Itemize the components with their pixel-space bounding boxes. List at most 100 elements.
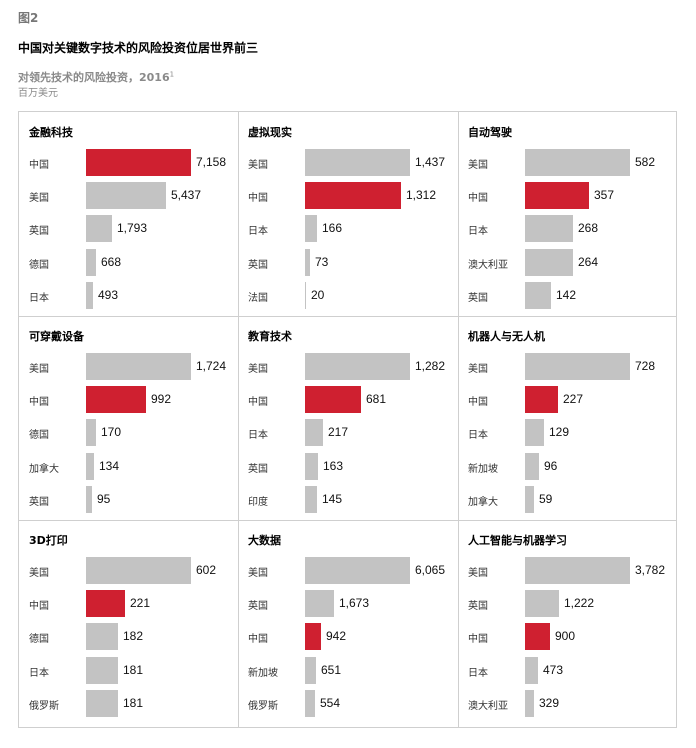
bar-row: 美国 1,282 (238, 353, 458, 380)
data-label: 134 (99, 458, 120, 473)
data-label: 59 (539, 491, 553, 506)
data-label: 1,673 (339, 596, 370, 611)
chart-panel: 大数据 美国 6,065 英国 1,673 中国 942 新加坡 651 俄罗斯 554 (238, 520, 458, 727)
bar-row: 美国 582 (458, 149, 677, 176)
bar (305, 656, 316, 684)
category-label: 美国 (248, 568, 268, 579)
bar-row: 英国 142 (458, 281, 677, 309)
bar-row: 中国 900 (458, 623, 677, 651)
category-label: 英国 (468, 292, 488, 304)
bar (305, 248, 310, 276)
bar-row: 英国 1,222 (458, 590, 677, 618)
category-label: 日本 (468, 430, 488, 442)
category-label: 日本 (468, 667, 488, 679)
data-label: 942 (326, 629, 347, 644)
bar (525, 419, 544, 447)
bar (525, 215, 573, 243)
category-label: 日本 (248, 430, 268, 442)
data-label: 900 (555, 629, 576, 644)
category-label: 美国 (29, 193, 49, 205)
bar-row: 俄罗斯 554 (238, 689, 458, 717)
bar (86, 656, 118, 684)
category-label: 美国 (468, 160, 488, 171)
panel-title: 教育技术 (248, 330, 292, 343)
bar-row: 美国 1,437 (238, 149, 458, 176)
chart-panel: 可穿戴设备 美国 1,724 中国 992 德国 170 加拿大 134 英国 95 (19, 316, 238, 520)
data-label: 1,793 (117, 221, 148, 236)
bar-row: 日本 181 (19, 656, 238, 684)
bar (525, 452, 539, 480)
data-label: 1,312 (406, 188, 437, 203)
category-label: 中国 (29, 160, 49, 171)
category-label: 中国 (468, 193, 488, 205)
bar-row: 加拿大 134 (19, 452, 238, 480)
subtitle-text: 对领先技术的风险投资，2016 (18, 71, 170, 84)
data-label: 181 (123, 662, 144, 677)
category-label: 澳大利亚 (468, 700, 508, 712)
bar-row: 美国 3,782 (458, 557, 677, 584)
data-label: 73 (315, 254, 329, 269)
panel-title: 机器人与无人机 (468, 330, 545, 343)
bar (305, 557, 410, 584)
bar-row: 中国 357 (458, 182, 677, 210)
bar (525, 248, 573, 276)
bar (305, 182, 401, 210)
category-label: 中国 (248, 397, 268, 409)
category-label: 加拿大 (29, 463, 59, 475)
bar (305, 215, 317, 243)
panel-title: 自动驾驶 (468, 126, 512, 139)
bar (525, 386, 558, 414)
bar-row: 中国 221 (19, 590, 238, 618)
data-label: 329 (539, 695, 560, 710)
bar (305, 590, 334, 618)
figure-subtitle: 对领先技术的风险投资，20161 (18, 69, 174, 85)
bar (86, 485, 92, 513)
bar (525, 182, 589, 210)
bar (305, 149, 410, 176)
bar (86, 590, 125, 618)
chart-panel: 人工智能与机器学习 美国 3,782 英国 1,222 中国 900 日本 473 澳大利亚 329 (458, 520, 677, 727)
bar-row: 中国 227 (458, 386, 677, 414)
panel-divider-horizontal (19, 520, 676, 521)
data-label: 182 (123, 629, 144, 644)
category-label: 印度 (248, 496, 268, 508)
category-label: 日本 (29, 292, 49, 304)
panel-title: 虚拟现实 (248, 126, 292, 139)
bar-row: 澳大利亚 329 (458, 689, 677, 717)
bar-row: 中国 942 (238, 623, 458, 651)
category-label: 美国 (29, 568, 49, 579)
panel-divider-vertical (458, 112, 459, 727)
data-label: 668 (101, 254, 122, 269)
bar-row: 美国 1,724 (19, 353, 238, 380)
bar (525, 590, 559, 618)
data-label: 992 (151, 392, 172, 407)
bar-row: 英国 95 (19, 485, 238, 513)
data-label: 142 (556, 287, 577, 302)
data-label: 554 (320, 695, 341, 710)
data-label: 1,724 (196, 359, 227, 373)
bar-row: 法国 20 (238, 281, 458, 309)
category-label: 英国 (248, 259, 268, 271)
data-label: 1,282 (415, 359, 446, 373)
category-label: 美国 (29, 364, 49, 375)
bar-row: 中国 7,158 (19, 149, 238, 176)
category-label: 中国 (248, 634, 268, 646)
bar-row: 德国 668 (19, 248, 238, 276)
data-label: 1,437 (415, 155, 446, 169)
category-label: 日本 (248, 226, 268, 238)
bar-row: 俄罗斯 181 (19, 689, 238, 717)
bar-row: 印度 145 (238, 485, 458, 513)
bar-row: 美国 602 (19, 557, 238, 584)
bar-row: 加拿大 59 (458, 485, 677, 513)
bar (86, 452, 94, 480)
unit-label: 百万美元 (18, 88, 58, 99)
bar (305, 452, 318, 480)
category-label: 德国 (29, 430, 49, 442)
data-label: 5,437 (171, 188, 202, 203)
bar (86, 215, 112, 243)
bar (305, 689, 315, 717)
data-label: 582 (635, 155, 656, 169)
bar (525, 623, 550, 651)
bar (86, 182, 166, 210)
data-label: 217 (328, 425, 349, 440)
